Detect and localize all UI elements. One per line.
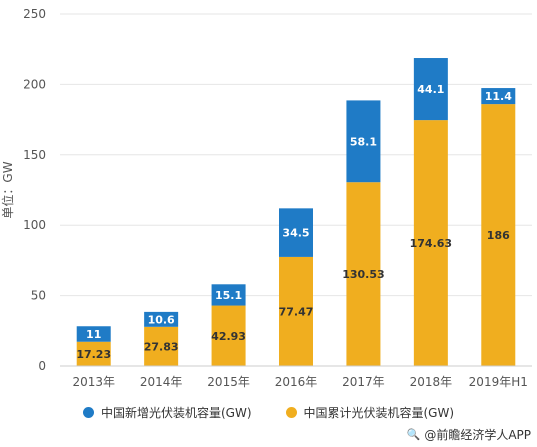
x-tick-label: 2019年H1	[469, 375, 528, 389]
data-label-new: 10.6	[148, 313, 175, 326]
data-label-cumulative: 186	[487, 229, 510, 242]
legend: 中国新增光伏装机容量(GW) 中国累计光伏装机容量(GW)	[0, 404, 537, 421]
x-tick-label: 2013年	[72, 375, 115, 389]
bar-cumulative	[144, 326, 179, 366]
data-label-cumulative: 27.83	[144, 340, 179, 353]
data-label-new: 15.1	[215, 289, 242, 302]
y-tick-label: 150	[23, 148, 46, 162]
legend-label: 中国累计光伏装机容量(GW)	[303, 406, 455, 420]
data-label-cumulative: 77.47	[279, 305, 314, 318]
bar-new	[413, 58, 448, 121]
bar-cumulative	[413, 120, 448, 366]
bar-new	[211, 284, 246, 306]
data-label-cumulative: 17.23	[76, 348, 111, 361]
source-credit: 🔍 @前瞻经济学人APP	[407, 426, 531, 443]
y-axis-label: 单位：GW	[0, 161, 15, 218]
data-label-new: 44.1	[417, 83, 444, 96]
bar-cumulative	[76, 341, 111, 366]
legend-swatch-orange	[285, 407, 297, 418]
y-tick-label: 250	[23, 7, 46, 21]
y-tick-label: 200	[23, 77, 46, 91]
x-tick-label: 2015年	[207, 375, 250, 389]
bar-cumulative	[211, 305, 246, 366]
data-label-cumulative: 42.93	[211, 330, 246, 343]
data-label-new: 34.5	[282, 227, 309, 240]
data-label-new: 58.1	[350, 135, 377, 148]
x-tick-label: 2018年	[410, 375, 453, 389]
data-label-new: 11	[86, 328, 101, 341]
legend-label: 中国新增光伏装机容量(GW)	[100, 406, 252, 420]
x-tick-label: 2014年	[140, 375, 183, 389]
y-tick-label: 100	[23, 218, 46, 232]
y-tick-label: 50	[31, 289, 46, 303]
bar-new	[76, 326, 111, 342]
bar-new	[346, 100, 381, 183]
data-labels: 17.23 11 27.83 10.6 42.93 15.1 77.47 34.5 130.53…	[76, 83, 512, 361]
data-label-cumulative: 174.63	[410, 237, 452, 250]
bar-new	[279, 208, 313, 257]
source-text: @前瞻经济学人APP	[424, 428, 531, 442]
legend-swatch-blue	[82, 407, 94, 418]
bar-new	[144, 311, 179, 327]
bar-cumulative	[346, 182, 381, 366]
bar-cumulative	[481, 104, 516, 366]
legend-item-cumulative-capacity: 中国累计光伏装机容量(GW)	[285, 404, 455, 421]
x-axis-ticks: 2013年 2014年 2015年 2016年 2017年 2018年 2019年H1	[72, 375, 527, 389]
x-tick-label: 2016年	[275, 375, 318, 389]
x-tick-label: 2017年	[342, 375, 385, 389]
y-tick-label: 0	[38, 359, 46, 373]
bars	[76, 58, 516, 366]
y-axis-ticks: 0 50 100 150 200 250	[23, 7, 46, 373]
data-label-new: 11.4	[485, 90, 512, 103]
gridlines	[60, 13, 532, 297]
bar-new	[481, 88, 516, 105]
data-label-cumulative: 130.53	[342, 268, 384, 281]
magnifier-icon: 🔍	[406, 428, 421, 441]
legend-item-new-capacity: 中国新增光伏装机容量(GW)	[82, 404, 252, 421]
bar-cumulative	[279, 256, 313, 366]
